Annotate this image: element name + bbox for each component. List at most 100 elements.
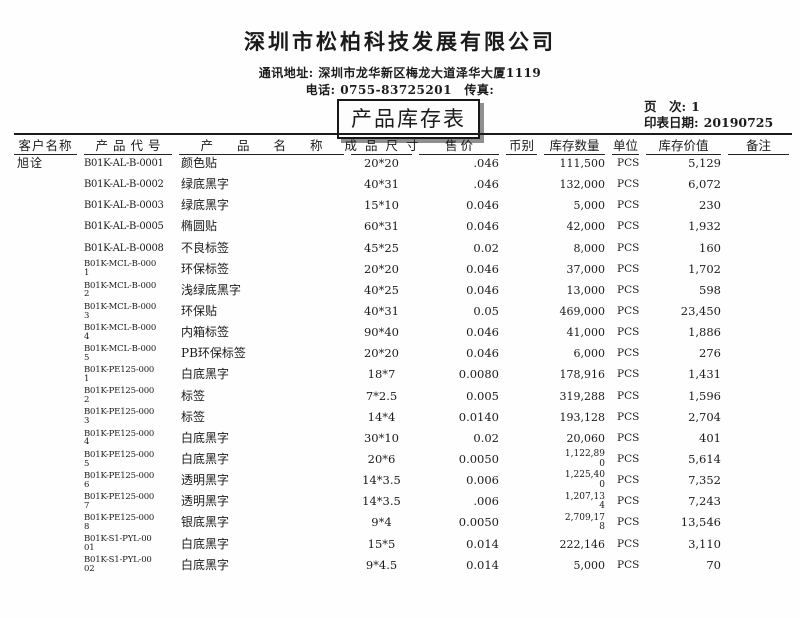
cell-qty-line: 6,000 (573, 347, 606, 361)
cell-product-code-line: B01K-AL-B-0005 (84, 221, 164, 233)
cell-unit: PCS (617, 241, 640, 254)
cell-qty: 13,000 (544, 285, 606, 296)
cell-value: 160 (699, 240, 721, 255)
cell-qty: 1,225,40 0 (544, 471, 605, 490)
column-header-price: 售价 (419, 135, 499, 155)
cell-product-code-line: B01K-MCL-B-000 (84, 322, 157, 333)
cell-size: 20*20 (363, 156, 400, 171)
cell-product-name: 内箱标签 (181, 325, 230, 340)
column-header-value: 库存价值 (646, 135, 721, 155)
cell-product-code-line: B01K-PE125-000 (84, 428, 155, 439)
page-info: 页 次: 1 印表日期: 20190725 (644, 99, 773, 130)
print-date-line: 印表日期: 20190725 (644, 115, 773, 131)
cell-value: 598 (699, 282, 721, 297)
column-header-unit: 单位 (612, 135, 639, 155)
cell-product-code: B01K-AL-B-0008 (84, 243, 172, 254)
cell-size: 14*3.5 (362, 494, 401, 509)
cell-product-code-line: 1 (84, 373, 90, 384)
inventory-table-body: 旭诠 B01K-AL-B-0001 颜色贴 20*20 .046 111,500 PCS 5,… (14, 152, 792, 576)
cell-product-code-line: 5 (84, 352, 90, 363)
cell-product-code-line: 7 (84, 500, 90, 511)
cell-qty: 42,000 (544, 221, 606, 232)
cell-product-code-line: 1 (84, 268, 90, 279)
cell-unit: PCS (617, 220, 640, 233)
cell-product-code-line: 6 (84, 479, 90, 490)
cell-product-name: 绿底黑字 (181, 198, 230, 213)
cell-product-name: 白底黑字 (181, 557, 230, 572)
report-title: 产品库存表 (351, 107, 466, 131)
cell-product-code-line: B01K-PE125-000 (84, 513, 155, 524)
cell-product-code-line: B01K-AL-B-0001 (84, 158, 164, 170)
cell-unit: PCS (617, 495, 640, 508)
table-row: B01K-AL-B-0005 椭圆贴 60*31 0.046 42,000 PCS 1,93… (14, 216, 792, 237)
cell-product-code-line: 02 (84, 564, 95, 575)
cell-unit: PCS (617, 410, 640, 423)
cell-price: 0.046 (466, 219, 499, 234)
cell-price: 0.005 (466, 388, 499, 403)
cell-qty: 2,709,17 8 (544, 512, 605, 533)
cell-qty: 37,000 (544, 264, 606, 275)
cell-price: .006 (473, 494, 499, 509)
cell-unit: PCS (617, 516, 640, 529)
cell-unit: PCS (617, 262, 640, 275)
cell-unit: PCS (617, 453, 640, 466)
table-row: B01K-PE125-000 7 透明黑字 14*3.5 .006 1,207,13 4 PC… (14, 491, 792, 512)
cell-qty-line: 5,000 (573, 558, 606, 572)
cell-qty-line: 2,709,17 (564, 512, 605, 523)
cell-value: 230 (699, 198, 721, 213)
cell-product-code-line: B01K-MCL-B-000 (84, 301, 157, 312)
cell-product-name: 透明黑字 (181, 494, 230, 509)
cell-qty-line: 1,122,89 (564, 449, 605, 460)
table-row: B01K-AL-B-0002 绿底黑字 40*31 .046 132,000 PCS 6,0… (14, 174, 792, 195)
cell-price: .046 (473, 156, 499, 171)
cell-value: 13,546 (680, 515, 721, 530)
cell-product-code-line: 3 (84, 416, 90, 427)
cell-product-code: B01K-S1-PYL-00 01 (84, 535, 172, 553)
table-row: B01K-MCL-B-000 5 PB环保标签 20*20 0.046 6,000 PCS 2… (14, 343, 792, 364)
cell-product-code: B01K-MCL-B-000 5 (84, 345, 172, 363)
cell-size: 15*5 (367, 536, 396, 551)
print-date-value: 20190725 (703, 114, 774, 130)
cell-qty: 222,146 (544, 537, 606, 551)
table-row: B01K-MCL-B-000 2 浅绿底黑字 40*25 0.046 13,000 PCS 5… (14, 280, 792, 301)
cell-product-code-line: B01K-S1-PYL-00 (84, 534, 152, 545)
cell-size: 15*10 (363, 198, 400, 213)
cell-price: 0.0050 (458, 452, 499, 467)
table-row: B01K-PE125-000 2 标签 7*2.5 0.005 319,288 PCS 1,5… (14, 386, 792, 407)
cell-unit: PCS (617, 558, 640, 571)
cell-qty: 5,000 (544, 558, 606, 572)
cell-customer: 旭诠 (17, 156, 44, 171)
cell-value: 1,932 (688, 219, 721, 234)
cell-product-code-line: B01K-PE125-000 (84, 492, 155, 503)
cell-unit: PCS (617, 199, 640, 212)
table-row: B01K-S1-PYL-00 02 白底黑字 9*4.5 0.014 5,000 PCS 70 (14, 555, 792, 576)
cell-product-code: B01K-PE125-000 8 (84, 514, 172, 532)
cell-price: 0.014 (466, 557, 499, 572)
cell-product-code-line: B01K-MCL-B-000 (84, 344, 157, 355)
cell-qty-line: 222,146 (559, 537, 606, 551)
table-row: B01K-MCL-B-000 4 内箱标签 90*40 0.046 41,000 PCS 1,… (14, 322, 792, 343)
address-line: 通讯地址: 深圳市龙华新区梅龙大道泽华大厦1119 (258, 66, 542, 80)
cell-product-name: PB环保标签 (181, 346, 246, 361)
cell-value: 6,072 (688, 177, 721, 192)
cell-price: 0.046 (466, 325, 499, 340)
cell-product-code-line: B01K-S1-PYL-00 (84, 555, 152, 566)
cell-product-code-line: B01K-MCL-B-000 (84, 280, 157, 291)
cell-product-name: 白底黑字 (181, 367, 230, 382)
cell-value: 1,431 (688, 367, 721, 382)
table-row: 旭诠 B01K-AL-B-0001 颜色贴 20*20 .046 111,500 PCS 5,… (14, 153, 792, 174)
cell-price: 0.046 (466, 282, 499, 297)
cell-size: 20*6 (367, 452, 396, 467)
cell-size: 9*4.5 (365, 557, 398, 572)
cell-unit: PCS (617, 389, 640, 402)
cell-product-name: 不良标签 (181, 240, 230, 255)
table-row: B01K-MCL-B-000 1 环保标签 20*20 0.046 37,000 PCS 1,… (14, 259, 792, 280)
table-header-row: 客户名称 产品代号 产品名称 成品尺寸 售价 币别 库存数量 单位 库存价值 备注 (14, 135, 792, 155)
cell-unit: PCS (617, 326, 640, 339)
cell-price: 0.0080 (458, 367, 499, 382)
cell-qty-line: 111,500 (559, 157, 606, 171)
cell-product-code-line: B01K-AL-B-0003 (84, 200, 164, 212)
cell-product-name: 白底黑字 (181, 452, 230, 467)
cell-unit: PCS (617, 178, 640, 191)
